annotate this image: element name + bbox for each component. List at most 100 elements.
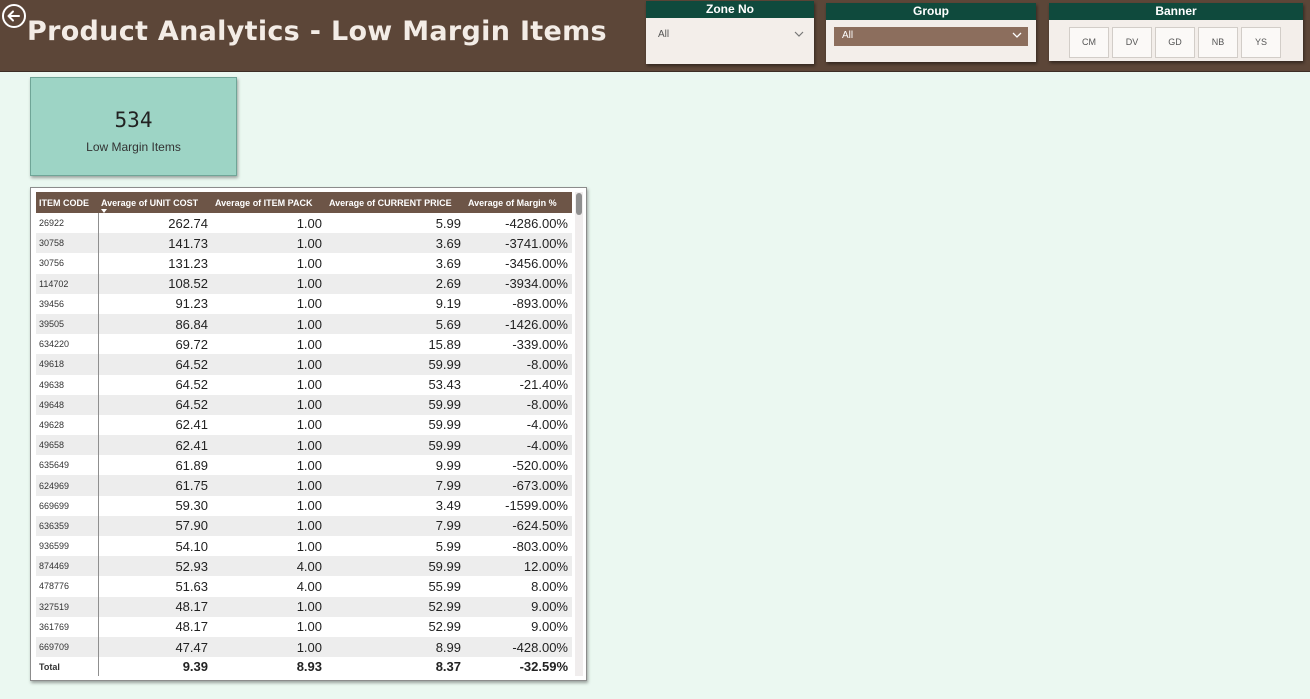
value-cell: 1.00 <box>212 455 326 476</box>
value-cell: 8.00% <box>465 576 572 597</box>
value-cell: 7.99 <box>326 475 465 496</box>
table-row[interactable]: 114702 108.52 1.00 2.69 -3934.00% <box>36 273 572 294</box>
value-cell: 9.00% <box>465 596 572 617</box>
table-row[interactable]: 361769 48.17 1.00 52.99 9.00% <box>36 616 572 637</box>
value-cell: 1.00 <box>212 536 326 557</box>
table-row[interactable]: 624969 61.75 1.00 7.99 -673.00% <box>36 475 572 496</box>
value-cell: -21.40% <box>465 374 572 395</box>
value-cell: 1.00 <box>212 414 326 436</box>
table-row[interactable]: 30758 141.73 1.00 3.69 -3741.00% <box>36 233 572 254</box>
table-row[interactable]: 49618 64.52 1.00 59.99 -8.00% <box>36 354 572 375</box>
item-code-cell: 634220 <box>36 334 99 355</box>
total-value-cell: 8.37 <box>326 657 465 677</box>
value-cell: 1.00 <box>212 636 326 658</box>
column-header-unit-cost[interactable]: Average of UNIT COST <box>98 192 212 213</box>
column-header-item-code[interactable]: ITEM CODE <box>36 192 98 213</box>
banner-button-ys[interactable]: YS <box>1241 27 1281 58</box>
value-cell: 5.69 <box>326 313 465 335</box>
table-row[interactable]: 327519 48.17 1.00 52.99 9.00% <box>36 596 572 617</box>
group-slicer: Group All <box>826 3 1036 62</box>
value-cell: 3.69 <box>326 253 465 274</box>
value-cell: 4.00 <box>212 556 326 577</box>
column-header-current-price[interactable]: Average of CURRENT PRICE <box>326 192 465 213</box>
banner-button-dv[interactable]: DV <box>1112 27 1152 58</box>
table-row[interactable]: 49628 62.41 1.00 59.99 -4.00% <box>36 414 572 436</box>
item-code-cell: 30756 <box>36 253 99 274</box>
kpi-value: 534 <box>114 108 153 132</box>
value-cell: -624.50% <box>465 515 572 536</box>
item-code-cell: 49618 <box>36 354 99 375</box>
table-row[interactable]: 49648 64.52 1.00 59.99 -8.00% <box>36 394 572 415</box>
value-cell: 64.52 <box>98 354 212 375</box>
value-cell: -3934.00% <box>465 273 572 294</box>
table-row[interactable]: 39505 86.84 1.00 5.69 -1426.00% <box>36 313 572 335</box>
column-header-margin[interactable]: Average of Margin % <box>465 192 572 213</box>
banner-button-gd[interactable]: GD <box>1155 27 1195 58</box>
group-dropdown[interactable]: All <box>834 27 1028 46</box>
value-cell: 15.89 <box>326 334 465 355</box>
table-row[interactable]: 30756 131.23 1.00 3.69 -3456.00% <box>36 253 572 274</box>
value-cell: 62.41 <box>98 414 212 436</box>
banner-button-cm[interactable]: CM <box>1069 27 1109 58</box>
table-row[interactable]: 635649 61.89 1.00 9.99 -520.00% <box>36 455 572 476</box>
zone-no-slicer-title: Zone No <box>646 1 814 18</box>
column-header-item-pack[interactable]: Average of ITEM PACK <box>212 192 326 213</box>
value-cell: -3741.00% <box>465 233 572 254</box>
value-cell: 64.52 <box>98 394 212 415</box>
column-header-unit-cost-label: Average of UNIT COST <box>101 197 199 208</box>
value-cell: 52.99 <box>326 596 465 617</box>
item-code-cell: 478776 <box>36 576 99 597</box>
table-row[interactable]: 634220 69.72 1.00 15.89 -339.00% <box>36 334 572 355</box>
total-value-cell: -32.59% <box>465 657 572 677</box>
value-cell: -803.00% <box>465 536 572 557</box>
table-header-row: ITEM CODE Average of UNIT COST Average o… <box>36 192 572 213</box>
item-code-cell: 361769 <box>36 616 99 637</box>
item-code-cell: 669699 <box>36 495 99 516</box>
arrow-left-circle-icon[interactable] <box>1 3 27 29</box>
banner-button-nb[interactable]: NB <box>1198 27 1238 58</box>
value-cell: -8.00% <box>465 354 572 375</box>
value-cell: 1.00 <box>212 293 326 314</box>
table-row[interactable]: 26922 262.74 1.00 5.99 -4286.00% <box>36 213 572 234</box>
value-cell: 52.99 <box>326 616 465 637</box>
table-row[interactable]: 874469 52.93 4.00 59.99 12.00% <box>36 556 572 577</box>
value-cell: 48.17 <box>98 596 212 617</box>
table-row[interactable]: 49638 64.52 1.00 53.43 -21.40% <box>36 374 572 395</box>
item-code-cell: 49648 <box>36 394 99 415</box>
value-cell: 47.47 <box>98 636 212 658</box>
zone-no-slicer: Zone No All <box>646 1 814 64</box>
value-cell: -339.00% <box>465 334 572 355</box>
banner-slicer-title: Banner <box>1049 3 1303 20</box>
value-cell: 62.41 <box>98 435 212 456</box>
value-cell: -893.00% <box>465 293 572 314</box>
table-scrollbar[interactable] <box>575 192 583 676</box>
table-row[interactable]: 478776 51.63 4.00 55.99 8.00% <box>36 576 572 597</box>
chevron-down-icon <box>794 31 804 37</box>
value-cell: 5.99 <box>326 213 465 234</box>
chevron-down-icon <box>1012 32 1022 38</box>
table-row[interactable]: 669709 47.47 1.00 8.99 -428.00% <box>36 636 572 658</box>
item-code-cell: 669709 <box>36 636 99 658</box>
value-cell: 1.00 <box>212 273 326 294</box>
table-row[interactable]: 39456 91.23 1.00 9.19 -893.00% <box>36 293 572 314</box>
value-cell: -673.00% <box>465 475 572 496</box>
value-cell: 131.23 <box>98 253 212 274</box>
total-value-cell: 9.39 <box>98 657 212 677</box>
value-cell: 12.00% <box>465 556 572 577</box>
zone-no-dropdown[interactable]: All <box>650 26 810 46</box>
table-row[interactable]: 669699 59.30 1.00 3.49 -1599.00% <box>36 495 572 516</box>
item-code-cell: 936599 <box>36 536 99 557</box>
table-row[interactable]: 49658 62.41 1.00 59.99 -4.00% <box>36 435 572 456</box>
value-cell: 3.69 <box>326 233 465 254</box>
table-row[interactable]: 936599 54.10 1.00 5.99 -803.00% <box>36 536 572 557</box>
value-cell: 1.00 <box>212 515 326 536</box>
value-cell: 9.19 <box>326 293 465 314</box>
table-scroll-thumb[interactable] <box>576 193 582 215</box>
item-code-cell: 49638 <box>36 374 99 395</box>
value-cell: -4.00% <box>465 414 572 436</box>
value-cell: 54.10 <box>98 536 212 557</box>
item-code-cell: 49628 <box>36 414 99 436</box>
table-row[interactable]: 636359 57.90 1.00 7.99 -624.50% <box>36 515 572 536</box>
value-cell: 1.00 <box>212 213 326 234</box>
value-cell: 91.23 <box>98 293 212 314</box>
